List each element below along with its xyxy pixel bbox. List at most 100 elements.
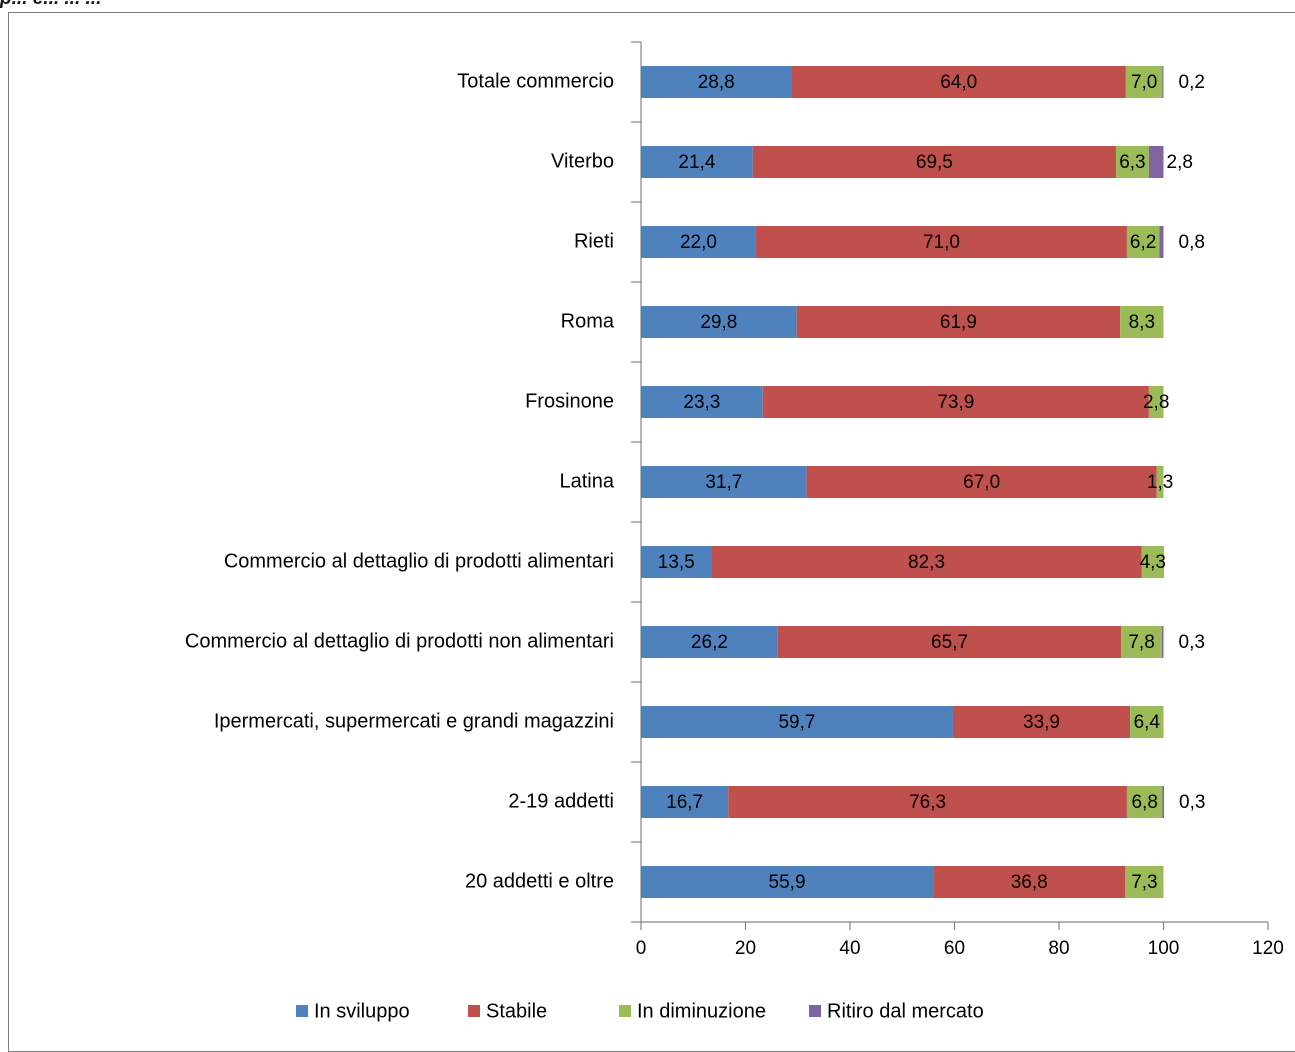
data-label: 67,0 (963, 472, 1000, 493)
bar-segment-ritiro-dal-mercato (1162, 66, 1164, 98)
bar-segment-in-diminuzione (1120, 306, 1164, 338)
data-label: 0,2 (1179, 72, 1205, 93)
x-tick-label: 100 (1148, 938, 1180, 959)
data-label: 29,8 (700, 312, 737, 333)
data-label: 16,7 (666, 792, 703, 813)
data-label: 6,8 (1131, 792, 1157, 813)
legend-swatch (619, 1005, 631, 1017)
bar-segment-in-diminuzione (1125, 66, 1163, 98)
x-tick-label: 60 (944, 938, 965, 959)
data-label: 61,9 (940, 312, 977, 333)
bar-segment-in-sviluppo (641, 66, 792, 98)
data-label: 2,8 (1167, 152, 1193, 173)
category-label: Viterbo (551, 150, 614, 172)
bar-segment-in-sviluppo (641, 546, 712, 578)
bar-segment-ritiro-dal-mercato (1162, 786, 1165, 818)
category-label: Rieti (574, 230, 614, 252)
bar-segment-in-sviluppo (641, 226, 756, 258)
category-label: Frosinone (525, 390, 614, 412)
bar-segment-stabile (791, 66, 1126, 98)
x-tick-label: 40 (839, 938, 860, 959)
data-label: 7,8 (1128, 632, 1154, 653)
legend-swatch (296, 1005, 308, 1017)
data-label: 21,4 (678, 152, 715, 173)
data-label: 76,3 (909, 792, 946, 813)
category-label: Totale commercio (457, 70, 614, 92)
bar-segment-in-sviluppo (641, 466, 807, 498)
data-label: 4,3 (1140, 552, 1166, 573)
legend-swatch (468, 1005, 480, 1017)
bar-segment-stabile (796, 306, 1121, 338)
category-label: Commercio al dettaglio di prodotti alime… (224, 550, 614, 572)
data-label: 64,0 (940, 72, 977, 93)
data-label: 7,3 (1131, 872, 1157, 893)
data-label: 36,8 (1011, 872, 1048, 893)
bar-segment-in-diminuzione (1156, 466, 1164, 498)
legend-label: Ritiro dal mercato (827, 1000, 984, 1022)
data-label: 6,4 (1134, 712, 1161, 733)
x-tick-label: 80 (1048, 938, 1069, 959)
bar-segment-in-diminuzione (1126, 226, 1160, 258)
bar-segment-in-sviluppo (641, 146, 753, 178)
data-label: 6,3 (1119, 152, 1145, 173)
bar-segment-in-sviluppo (641, 626, 778, 658)
data-label: 13,5 (658, 552, 695, 573)
bar-segment-stabile (711, 546, 1142, 578)
data-label: 7,0 (1131, 72, 1157, 93)
figure-caption: p... e... ... ... (0, 0, 101, 10)
data-label: 8,3 (1129, 312, 1155, 333)
bar-segment-in-diminuzione (1126, 786, 1163, 818)
data-label: 71,0 (923, 232, 960, 253)
data-label: 31,7 (705, 472, 742, 493)
data-label: 0,3 (1179, 792, 1205, 813)
data-label: 73,9 (937, 392, 974, 413)
bar-segment-ritiro-dal-mercato (1148, 146, 1164, 178)
bar-segment-stabile (752, 146, 1116, 178)
category-label: Roma (561, 310, 615, 332)
bar-segment-in-diminuzione (1130, 706, 1164, 738)
bar-segment-in-diminuzione (1125, 866, 1164, 898)
bar-segment-ritiro-dal-mercato (1161, 626, 1164, 658)
data-label: 55,9 (769, 872, 806, 893)
bar-segment-ritiro-dal-mercato (1159, 226, 1164, 258)
bar-segment-stabile (952, 706, 1131, 738)
data-label: 22,0 (680, 232, 717, 253)
category-label: 20 addetti e oltre (465, 870, 614, 892)
data-label: 2,8 (1143, 392, 1169, 413)
category-label: Commercio al dettaglio di prodotti non a… (185, 630, 614, 652)
data-label: 6,2 (1130, 232, 1156, 253)
data-label: 69,5 (916, 152, 953, 173)
bar-segment-stabile (755, 226, 1127, 258)
data-label: 59,7 (778, 712, 815, 733)
data-label: 26,2 (691, 632, 728, 653)
legend-label: In sviluppo (314, 1000, 410, 1022)
bar-segment-in-sviluppo (641, 866, 934, 898)
bar-segment-stabile (933, 866, 1126, 898)
data-label: 33,9 (1023, 712, 1060, 733)
data-label: 65,7 (931, 632, 968, 653)
bar-segment-in-sviluppo (641, 306, 797, 338)
x-tick-label: 0 (636, 938, 647, 959)
legend-swatch (809, 1005, 821, 1017)
data-label: 23,3 (683, 392, 720, 413)
x-tick-label: 120 (1252, 938, 1284, 959)
category-label: 2-19 addetti (508, 790, 614, 812)
data-label: 28,8 (698, 72, 735, 93)
bar-segment-in-sviluppo (641, 386, 763, 418)
bar-segment-in-diminuzione (1141, 546, 1165, 578)
bar-segment-in-diminuzione (1115, 146, 1149, 178)
legend-label: In diminuzione (637, 1000, 766, 1022)
bar-segment-stabile (728, 786, 1127, 818)
data-label: 1,3 (1147, 472, 1173, 493)
data-label: 0,8 (1179, 232, 1205, 253)
bar-segment-in-sviluppo (641, 786, 729, 818)
bar-segment-stabile (806, 466, 1157, 498)
bar-segment-stabile (777, 626, 1122, 658)
category-label: Latina (560, 470, 615, 492)
legend-label: Stabile (486, 1000, 547, 1022)
data-label: 82,3 (908, 552, 945, 573)
category-label: Ipermercati, supermercati e grandi magaz… (214, 710, 614, 732)
bar-segment-in-diminuzione (1121, 626, 1162, 658)
bar-segment-stabile (762, 386, 1149, 418)
